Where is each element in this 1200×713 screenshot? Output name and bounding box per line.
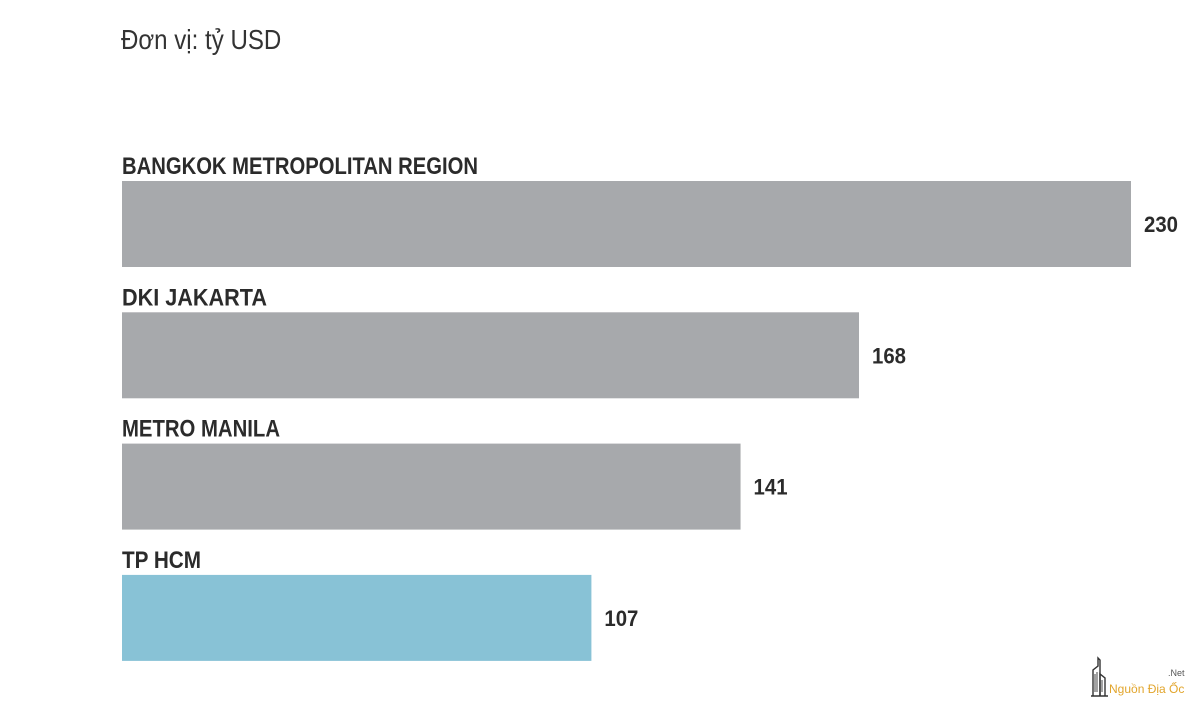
watermark-suffix: .Net [1168,668,1185,678]
category-label-dki-jakarta: DKI JAKARTA [122,284,267,311]
unit-label: Đơn vị: tỷ USD [121,24,282,55]
category-label-bangkok-metropolitan-region: BANGKOK METROPOLITAN REGION [122,153,478,180]
value-label-bangkok-metropolitan-region: 230 [1144,212,1178,237]
bar-bangkok-metropolitan-region [122,181,1131,267]
bar-tp-hcm [122,574,592,661]
watermark: .Net Nguồn Địa Ốc [1090,656,1194,700]
category-label-tp-hcm: TP HCM [122,547,201,574]
bar-metro-manila [122,443,741,530]
watermark-name: Nguồn Địa Ốc [1109,682,1185,696]
value-label-tp-hcm: 107 [604,606,638,631]
building-logo-icon [1091,656,1108,697]
category-label-metro-manila: METRO MANILA [122,416,280,443]
value-label-dki-jakarta: 168 [872,343,906,368]
value-label-metro-manila: 141 [754,475,788,500]
bar-dki-jakarta [122,312,860,399]
